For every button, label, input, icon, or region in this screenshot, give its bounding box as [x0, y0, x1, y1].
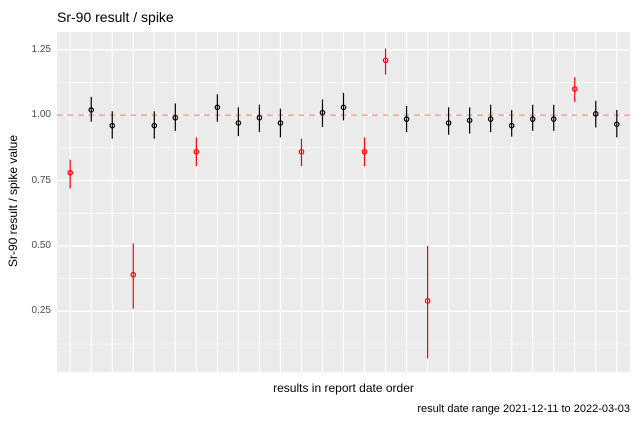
data-point-marker [508, 122, 515, 129]
data-point-marker [424, 298, 431, 304]
y-tick-label: 0.25 [31, 305, 51, 317]
plot-canvas [57, 32, 630, 372]
x-axis-title: results in report date order [273, 381, 414, 395]
data-point-marker [340, 104, 347, 111]
data-point-marker [445, 120, 452, 126]
plot-panel [57, 32, 630, 372]
data-point-marker [466, 117, 473, 124]
data-point-marker [193, 148, 200, 155]
y-tick-label: 1.00 [31, 109, 51, 121]
data-point-marker [487, 116, 494, 122]
data-point-marker [214, 104, 221, 111]
data-point-marker [550, 116, 557, 122]
data-point-marker [361, 148, 368, 155]
y-tick-label: 0.75 [31, 174, 51, 186]
data-point-marker [277, 120, 284, 126]
data-point-marker [151, 122, 158, 129]
data-point-marker [529, 116, 536, 122]
caption: result date range 2021-12-11 to 2022-03-… [417, 403, 630, 415]
data-point-marker [67, 169, 74, 176]
y-tick-label: 0.50 [31, 239, 51, 251]
data-point-marker [592, 111, 599, 117]
data-point-marker [172, 114, 179, 121]
data-point-marker [88, 107, 95, 113]
data-point-marker [382, 57, 389, 64]
data-point-marker [109, 122, 116, 129]
data-point-marker [235, 120, 242, 126]
y-tick-label: 1.25 [31, 43, 51, 55]
data-point-marker [130, 271, 137, 278]
data-point-marker [571, 86, 578, 92]
data-point-marker [403, 116, 410, 122]
data-point-marker [319, 109, 326, 116]
data-point-marker [298, 148, 305, 155]
chart-title: Sr-90 result / spike [57, 9, 174, 25]
data-point-marker [256, 114, 263, 121]
data-point-marker [613, 121, 620, 128]
